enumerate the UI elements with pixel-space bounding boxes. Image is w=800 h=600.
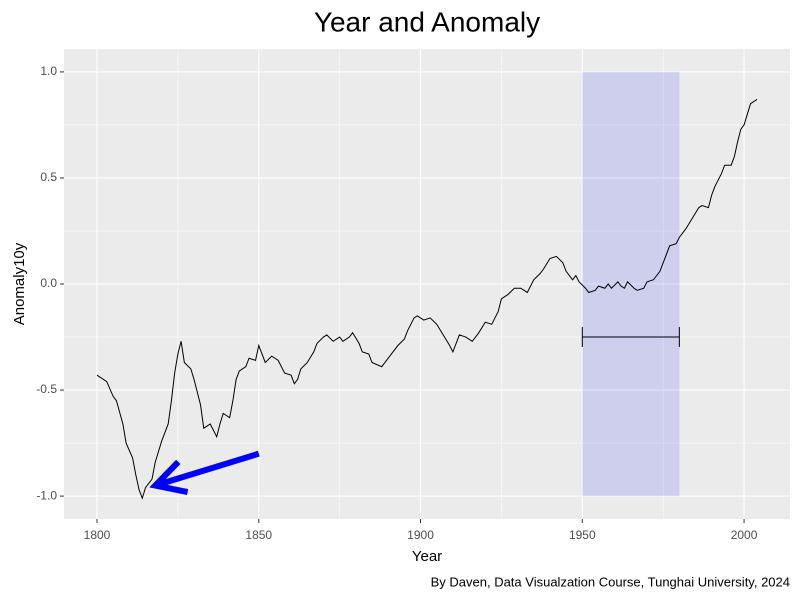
y-tick-label: -0.5	[36, 382, 57, 396]
x-tick-label: 1950	[569, 528, 596, 542]
x-tick-label: 1800	[84, 528, 111, 542]
x-axis-label: Year	[412, 548, 442, 565]
y-axis-label: Anomaly10y	[11, 242, 28, 325]
caption: By Daven, Data Visualzation Course, Tung…	[431, 574, 790, 589]
x-tick-label: 2000	[731, 528, 758, 542]
arrow	[154, 450, 260, 489]
data-line	[96, 99, 758, 500]
y-tick-label: 1.0	[40, 64, 57, 78]
y-tick-label: 0.0	[40, 276, 57, 290]
chart-title: Year and Anomaly	[314, 6, 540, 37]
y-tick-label: -1.0	[36, 488, 57, 502]
highlight-rect	[582, 71, 680, 497]
x-tick-label: 1900	[407, 528, 434, 542]
y-tick-label: 0.5	[40, 170, 57, 184]
arrow-head	[149, 459, 189, 496]
x-tick-label: 1850	[245, 528, 272, 542]
